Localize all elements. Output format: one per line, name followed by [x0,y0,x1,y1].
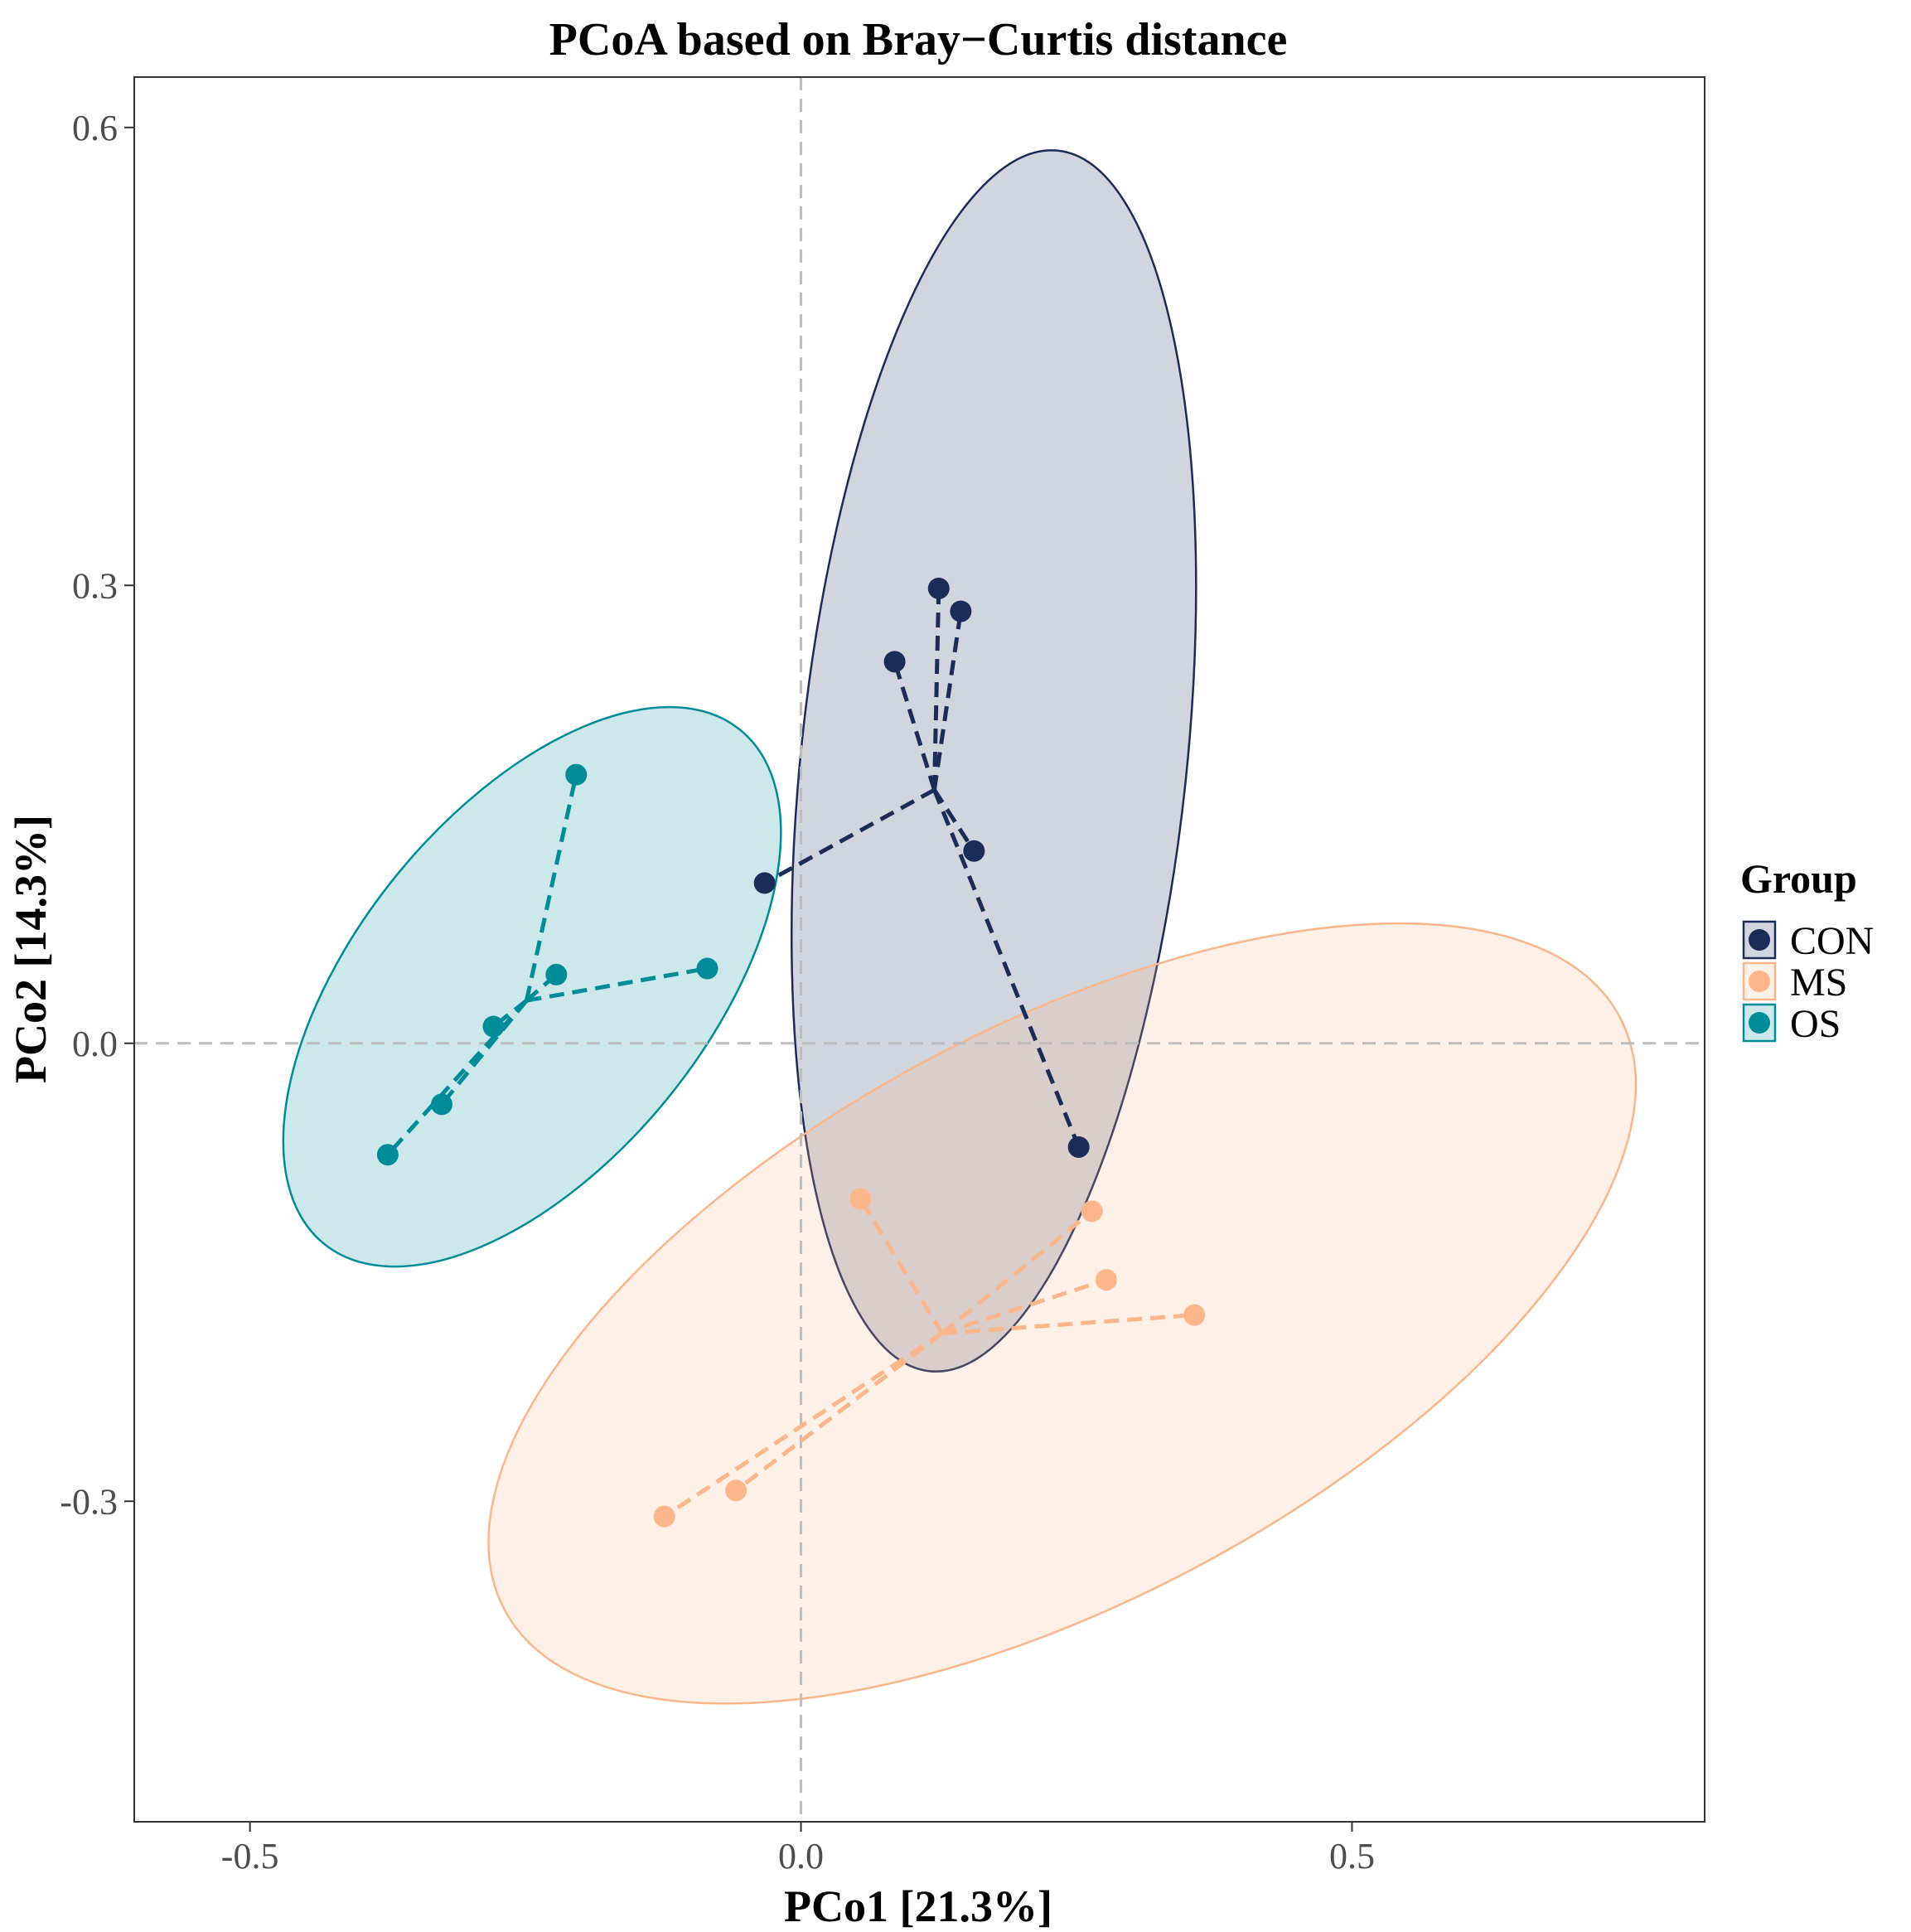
spider-line-ms-5 [734,1331,944,1493]
legend-key-marker [1749,1012,1770,1034]
spider-lines-layer [386,588,1195,1518]
legend-key-marker [1749,929,1770,951]
y-tick-label: 0.0 [72,1024,118,1064]
spider-line-ms-6 [663,1331,944,1518]
legend-item-con: CON [1742,919,1874,963]
plot-panel-border [133,76,1705,1823]
y-tick-label: -0.3 [60,1481,118,1522]
legend-item-os: OS [1742,1002,1841,1046]
point-ms-4 [1183,1304,1206,1326]
point-con-4 [963,840,985,862]
point-os-6 [376,1144,399,1166]
confidence-ellipse-ms [487,922,1638,1705]
point-ms-3 [1095,1269,1117,1291]
confidence-ellipse-os [282,705,782,1268]
point-os-2 [696,957,718,980]
spider-line-con-5 [763,787,936,885]
x-tick-label: 0.5 [1329,1836,1375,1876]
point-con-6 [1067,1135,1090,1158]
legend-label-con: CON [1790,919,1874,963]
x-axis-title: PCo1 [21.3%] [784,1881,1052,1931]
spider-line-ms-3 [941,1277,1107,1336]
chart-title: PCoA based on Bray−Curtis distance [549,14,1288,65]
point-con-5 [753,872,776,894]
spider-line-ms-1 [859,1198,944,1334]
legend-title: Group [1740,855,1857,902]
spider-line-con-2 [931,588,941,791]
x-axis: -0.5 0.0 0.5 [221,1822,1375,1876]
point-os-3 [545,963,568,985]
point-ms-6 [653,1505,675,1528]
ellipses-layer [282,149,1638,1705]
point-os-5 [431,1093,453,1116]
y-tick-label: 0.6 [72,108,118,148]
point-os-4 [482,1015,505,1038]
y-axis: -0.3 0.0 0.3 0.6 [60,108,134,1522]
x-tick-label: -0.5 [221,1836,279,1876]
legend-label-os: OS [1790,1002,1841,1046]
y-axis-title: PCo2 [14.3%] [6,815,56,1083]
point-os-1 [565,763,588,786]
legend-label-ms: MS [1790,961,1847,1005]
spider-line-con-6 [932,789,1081,1148]
legend-item-ms: MS [1742,961,1847,1005]
point-ms-5 [725,1479,747,1502]
point-con-1 [883,651,906,673]
point-ms-2 [1081,1200,1103,1223]
spider-line-con-3 [931,611,963,791]
x-tick-label: 0.0 [778,1836,824,1876]
points-layer [376,577,1206,1528]
legend-key-marker [1749,971,1770,992]
point-con-2 [927,577,950,599]
y-tick-label: 0.3 [72,565,118,606]
confidence-ellipse-con [790,149,1197,1373]
reference-lines [134,77,1705,1822]
spider-line-ms-2 [941,1209,1094,1335]
point-con-3 [950,600,972,622]
spider-line-os-2 [525,966,708,1003]
spider-line-os-1 [524,774,578,1001]
spider-line-con-4 [932,788,976,853]
point-ms-1 [849,1188,872,1210]
spider-line-ms-4 [941,1313,1195,1336]
